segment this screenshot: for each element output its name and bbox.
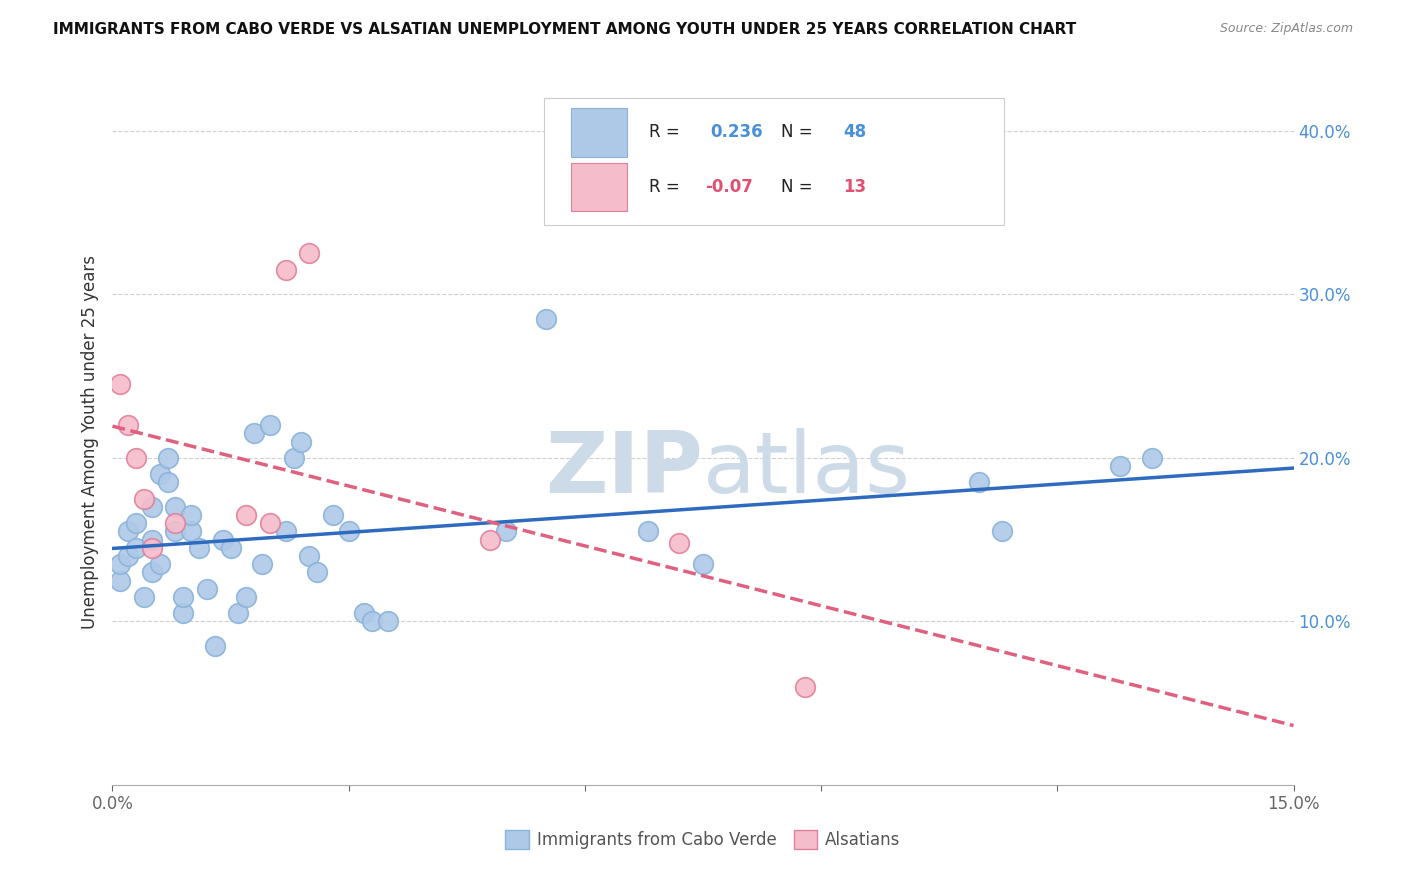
Point <box>110 574 132 588</box>
Text: N =: N = <box>780 123 818 142</box>
Point <box>125 541 148 555</box>
Point <box>180 508 202 523</box>
Point <box>259 418 281 433</box>
Point <box>283 450 305 465</box>
Point <box>172 607 194 621</box>
Text: N =: N = <box>780 178 818 196</box>
Point <box>195 582 218 596</box>
Point <box>298 549 321 563</box>
Point <box>204 639 226 653</box>
Point <box>117 418 139 433</box>
Point <box>219 541 242 555</box>
Point <box>250 557 273 571</box>
Point <box>235 508 257 523</box>
Point <box>1109 458 1132 473</box>
Point <box>361 615 384 629</box>
Text: R =: R = <box>648 178 685 196</box>
Point <box>967 475 990 490</box>
Y-axis label: Unemployment Among Youth under 25 years: Unemployment Among Youth under 25 years <box>80 254 98 629</box>
Point <box>141 541 163 555</box>
Point <box>125 516 148 531</box>
Point <box>274 263 297 277</box>
Text: 0.236: 0.236 <box>710 123 762 142</box>
Point <box>495 524 517 539</box>
Point <box>794 680 817 694</box>
Point <box>228 607 250 621</box>
Legend: Immigrants from Cabo Verde, Alsatians: Immigrants from Cabo Verde, Alsatians <box>499 823 907 855</box>
Point <box>132 491 155 506</box>
Point <box>322 508 344 523</box>
Point <box>180 524 202 539</box>
FancyBboxPatch shape <box>571 109 627 156</box>
Text: Source: ZipAtlas.com: Source: ZipAtlas.com <box>1219 22 1353 36</box>
Point <box>534 312 557 326</box>
Text: IMMIGRANTS FROM CABO VERDE VS ALSATIAN UNEMPLOYMENT AMONG YOUTH UNDER 25 YEARS C: IMMIGRANTS FROM CABO VERDE VS ALSATIAN U… <box>53 22 1077 37</box>
Point <box>1140 450 1163 465</box>
Point <box>117 549 139 563</box>
Text: ZIP: ZIP <box>546 427 703 510</box>
Point <box>117 524 139 539</box>
Point <box>172 590 194 604</box>
Point <box>290 434 312 449</box>
Point <box>156 450 179 465</box>
Point <box>149 557 172 571</box>
Text: -0.07: -0.07 <box>706 178 754 196</box>
Point <box>377 615 399 629</box>
Point <box>353 607 375 621</box>
Point <box>132 590 155 604</box>
Point <box>243 426 266 441</box>
Text: 13: 13 <box>844 178 866 196</box>
Point <box>259 516 281 531</box>
Point <box>141 566 163 580</box>
Point <box>156 475 179 490</box>
Point <box>337 524 360 539</box>
Point <box>110 557 132 571</box>
Point <box>165 524 187 539</box>
Point <box>141 500 163 514</box>
FancyBboxPatch shape <box>544 98 1004 225</box>
Point <box>274 524 297 539</box>
Point <box>165 516 187 531</box>
Point <box>668 536 690 550</box>
Point <box>110 377 132 392</box>
Text: 48: 48 <box>844 123 866 142</box>
Point <box>188 541 211 555</box>
Point <box>165 500 187 514</box>
Point <box>692 557 714 571</box>
Point <box>125 450 148 465</box>
Point <box>637 524 659 539</box>
Text: atlas: atlas <box>703 427 911 510</box>
Text: R =: R = <box>648 123 685 142</box>
Point <box>991 524 1014 539</box>
Point <box>298 246 321 260</box>
FancyBboxPatch shape <box>571 163 627 211</box>
Point <box>141 533 163 547</box>
Point <box>479 533 502 547</box>
Point <box>307 566 329 580</box>
Point <box>235 590 257 604</box>
Point <box>211 533 233 547</box>
Point <box>149 467 172 482</box>
